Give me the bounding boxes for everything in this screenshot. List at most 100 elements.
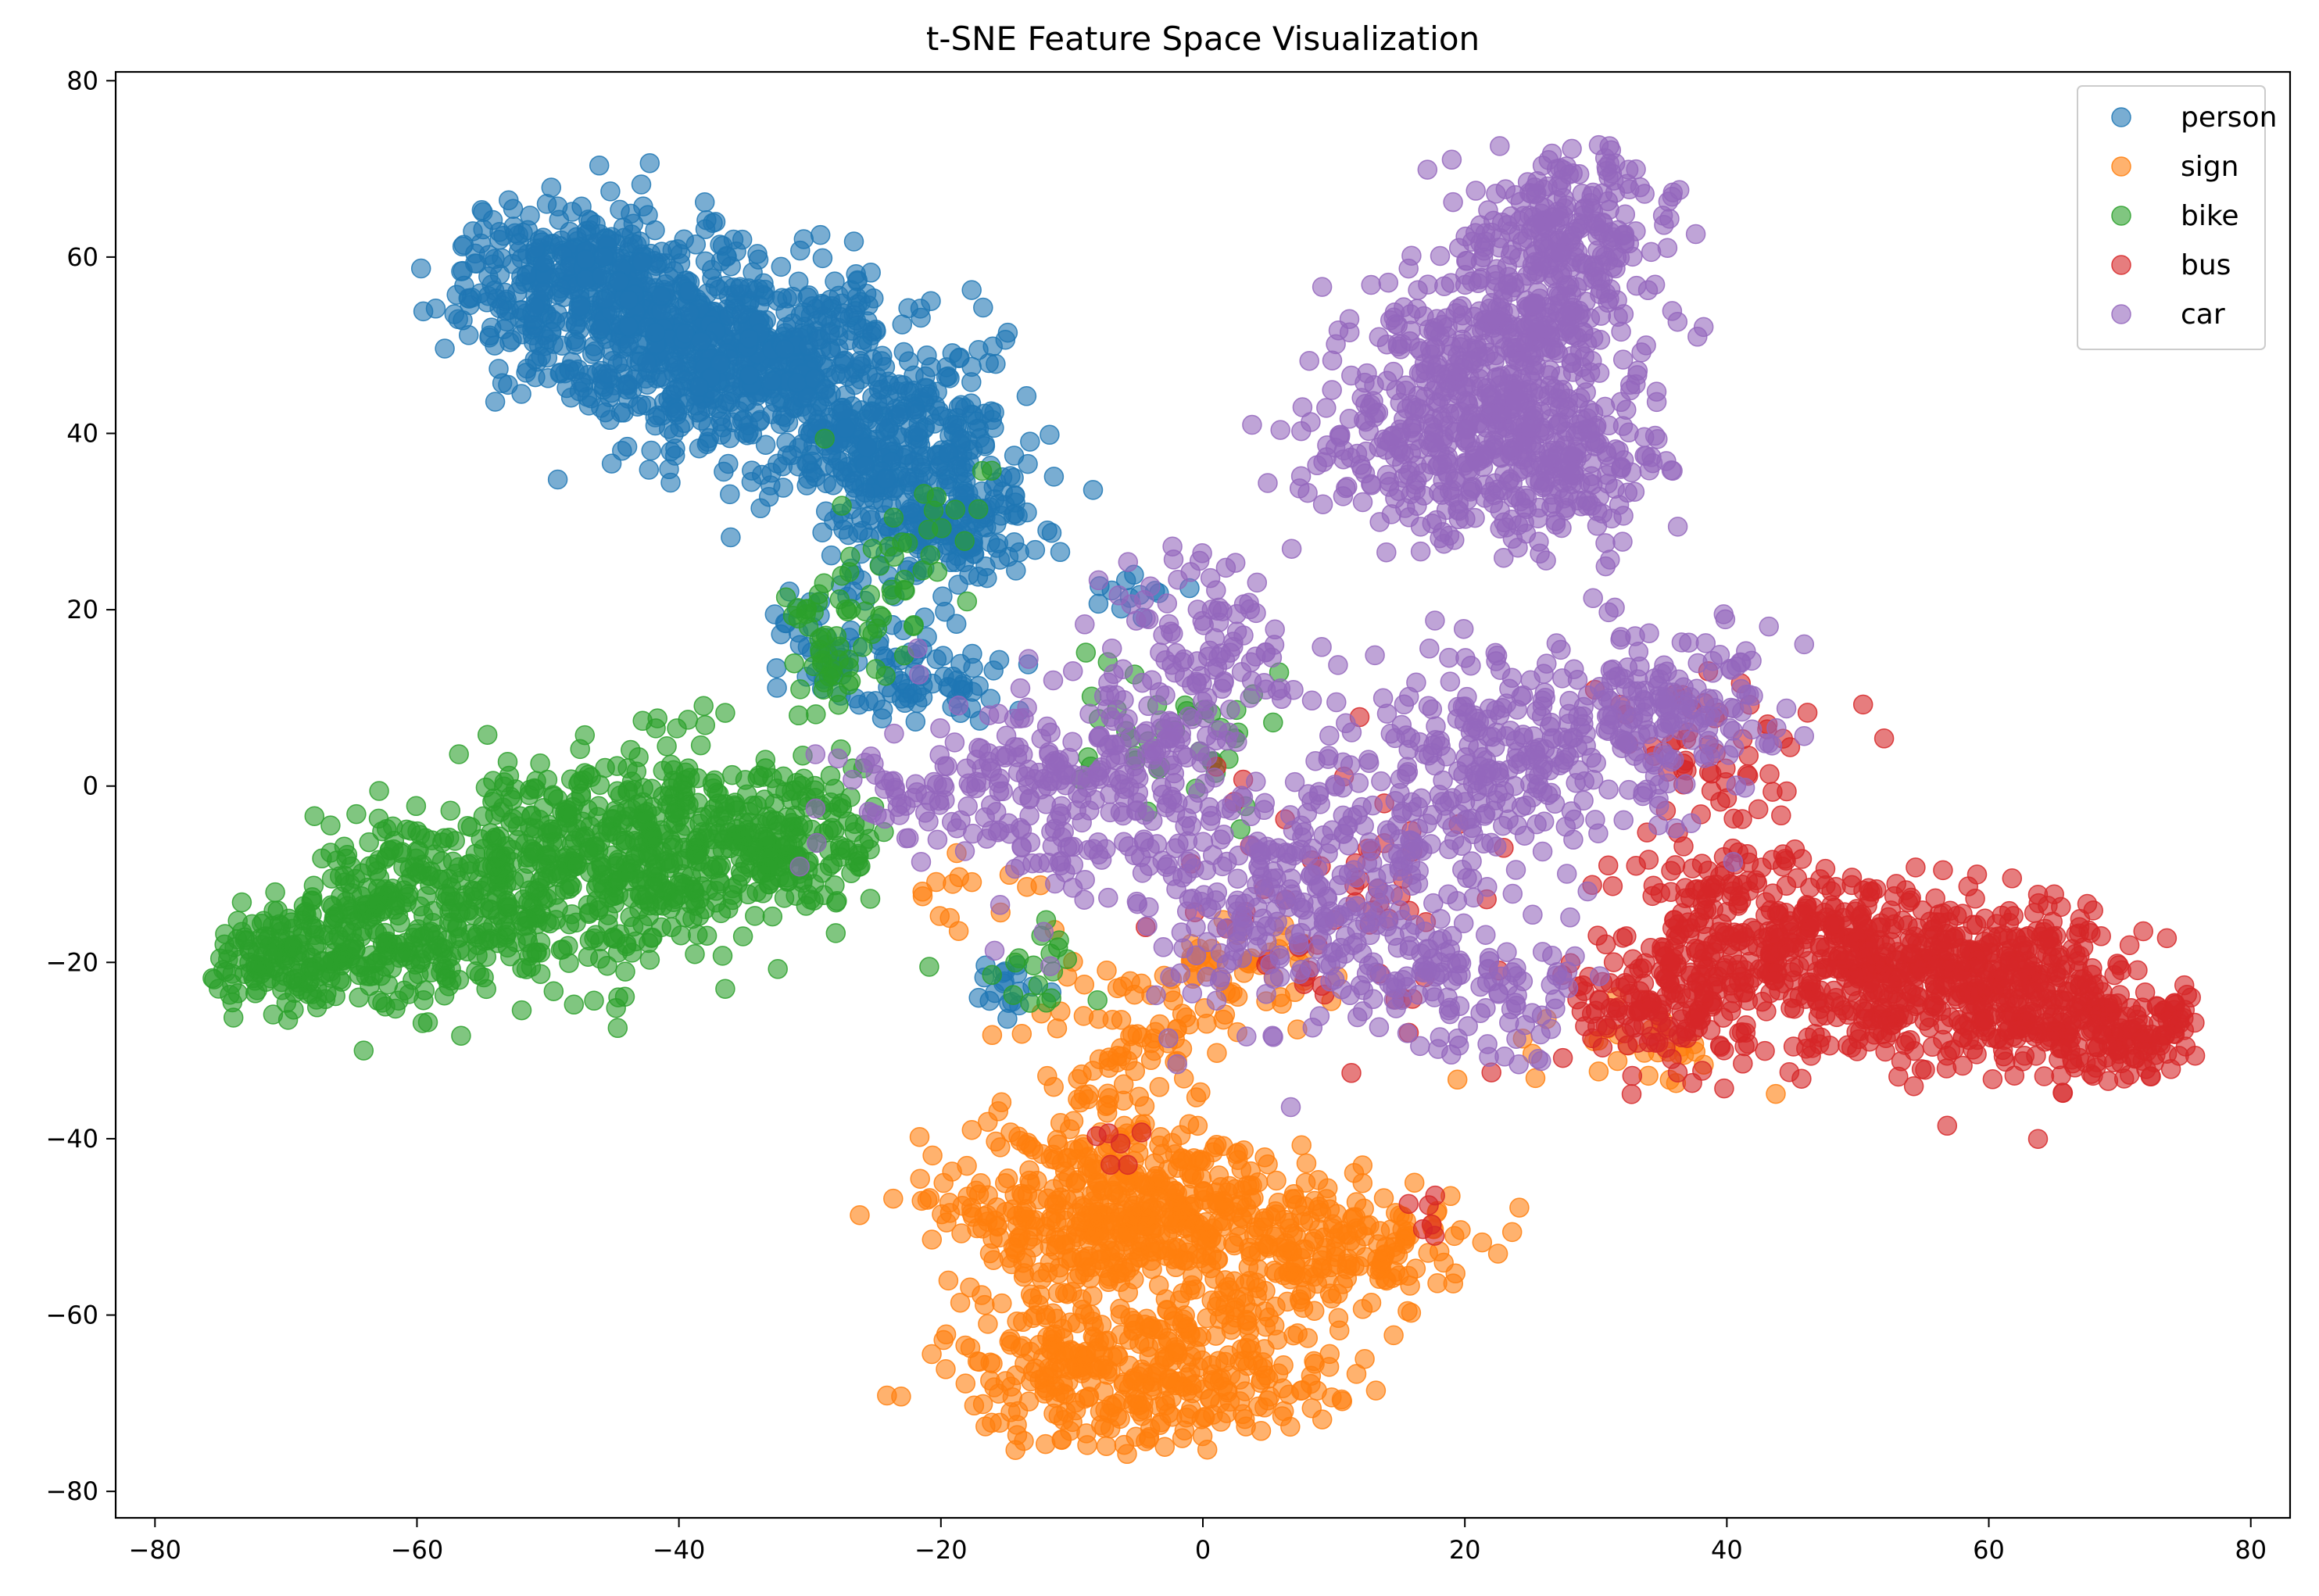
- point-person: [720, 428, 740, 449]
- point-bike: [932, 518, 952, 539]
- point-sign: [1000, 1334, 1022, 1355]
- point-person: [617, 375, 638, 395]
- point-person: [742, 460, 762, 481]
- point-sign: [1304, 1266, 1325, 1287]
- point-sign: [1183, 1148, 1204, 1168]
- point-person: [796, 403, 817, 424]
- point-person: [871, 708, 893, 728]
- point-sign: [883, 1188, 904, 1209]
- point-person: [755, 435, 776, 455]
- point-bus: [1888, 1066, 1909, 1087]
- point-bus: [2024, 903, 2045, 923]
- point-sign: [1029, 1190, 1049, 1210]
- point-sign: [955, 1335, 975, 1356]
- point-person: [820, 324, 840, 344]
- point-bike: [492, 879, 514, 900]
- point-sign: [1258, 1307, 1279, 1328]
- points-layer: [202, 134, 2206, 1465]
- point-person: [767, 678, 787, 698]
- point-sign: [1071, 1196, 1092, 1217]
- point-bike: [434, 985, 455, 1006]
- point-bike: [417, 1012, 438, 1032]
- point-sign: [1361, 1293, 1382, 1313]
- point-sign: [1177, 1217, 1197, 1237]
- point-bus: [2027, 1129, 2049, 1149]
- point-sign: [1179, 1114, 1200, 1135]
- point-bike: [481, 900, 502, 921]
- point-sign: [1140, 1419, 1161, 1439]
- point-bus: [2125, 1048, 2145, 1069]
- point-bike: [757, 831, 777, 852]
- point-bike: [621, 771, 642, 792]
- point-sign: [1058, 1167, 1079, 1188]
- point-bus: [2046, 962, 2067, 982]
- point-bike: [514, 868, 535, 889]
- point-bike: [277, 1010, 299, 1030]
- point-person: [775, 406, 796, 428]
- point-person: [659, 459, 679, 480]
- point-sign: [975, 1294, 995, 1315]
- point-bike: [467, 935, 488, 956]
- point-bike: [762, 906, 783, 927]
- point-bus: [2067, 951, 2088, 972]
- point-bike: [457, 815, 478, 836]
- point-person: [721, 527, 741, 548]
- point-bus: [2036, 999, 2056, 1020]
- point-person: [893, 342, 914, 363]
- point-sign: [1207, 1043, 1227, 1063]
- point-person: [787, 372, 807, 393]
- point-bike: [562, 876, 582, 896]
- point-person: [593, 247, 614, 267]
- point-person: [651, 286, 671, 306]
- point-person: [479, 327, 499, 348]
- point-bike: [597, 955, 617, 976]
- point-bike: [227, 911, 248, 931]
- point-bike: [345, 868, 366, 889]
- point-bike: [754, 789, 775, 810]
- point-person: [541, 177, 562, 198]
- point-bike: [507, 816, 528, 836]
- point-person: [720, 484, 740, 505]
- point-sign: [1154, 1437, 1176, 1457]
- point-sign: [1151, 1319, 1172, 1340]
- point-bike: [265, 882, 285, 903]
- point-sign: [948, 921, 969, 941]
- point-sign: [1311, 1202, 1332, 1223]
- point-person: [631, 174, 652, 195]
- point-sign: [1113, 1090, 1134, 1111]
- point-bike: [525, 778, 546, 800]
- point-bike: [836, 599, 856, 620]
- point-bike: [608, 870, 629, 890]
- point-sign: [1279, 1269, 1301, 1290]
- point-bike: [832, 565, 852, 586]
- point-bike: [703, 859, 724, 880]
- point-sign: [926, 871, 947, 893]
- point-bike: [524, 841, 544, 862]
- point-person: [631, 395, 652, 415]
- point-person: [1025, 539, 1046, 560]
- point-bus: [2016, 1011, 2037, 1032]
- point-bike: [968, 499, 989, 520]
- point-sign: [1373, 1188, 1394, 1208]
- point-sign: [968, 1184, 990, 1204]
- point-bus: [2110, 985, 2130, 1005]
- point-sign: [1344, 1256, 1365, 1276]
- point-person: [507, 282, 528, 302]
- point-person: [947, 456, 967, 477]
- point-person: [1083, 480, 1104, 500]
- point-sign: [1445, 1263, 1465, 1284]
- point-bike: [730, 825, 751, 846]
- point-person: [689, 438, 710, 459]
- point-sign: [1027, 1170, 1047, 1191]
- point-bike: [840, 546, 861, 567]
- point-bike: [775, 587, 796, 607]
- point-person: [636, 352, 657, 373]
- point-person: [948, 397, 969, 417]
- point-person: [766, 658, 787, 678]
- point-person: [536, 194, 557, 214]
- point-bike: [832, 496, 852, 516]
- point-bike: [384, 831, 405, 851]
- point-person: [1040, 424, 1060, 446]
- point-sign: [1201, 1258, 1221, 1279]
- point-bike: [982, 460, 1002, 481]
